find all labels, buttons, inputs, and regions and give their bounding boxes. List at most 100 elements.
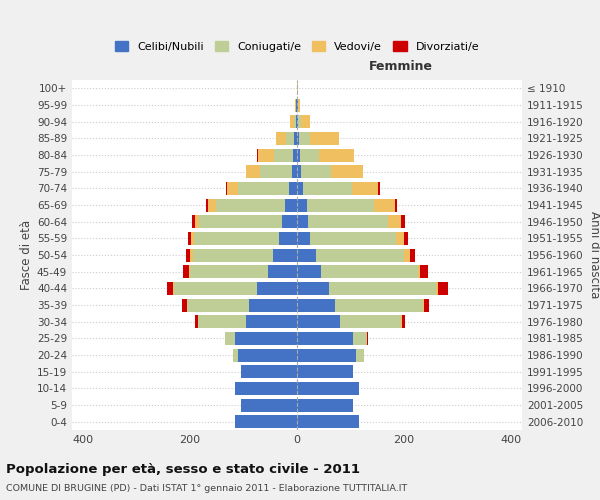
Bar [257, 282, 297, 295]
Bar [195, 315, 198, 328]
Bar [233, 348, 238, 362]
Bar [215, 198, 285, 211]
Bar [241, 398, 297, 411]
Text: Femmine: Femmine [368, 60, 433, 73]
Bar [190, 248, 193, 262]
Bar [246, 165, 260, 178]
Bar [295, 115, 296, 128]
Bar [295, 132, 297, 145]
Bar [235, 382, 297, 395]
Bar [297, 298, 335, 312]
Bar [295, 98, 296, 112]
Bar [188, 232, 191, 245]
Bar [418, 265, 420, 278]
Bar [297, 132, 299, 145]
Bar [367, 332, 368, 345]
Bar [308, 215, 388, 228]
Bar [187, 298, 249, 312]
Bar [404, 248, 409, 262]
Bar [297, 415, 359, 428]
Bar [331, 165, 363, 178]
Bar [297, 332, 353, 345]
Bar [235, 415, 297, 428]
Bar [335, 298, 423, 312]
Bar [299, 132, 310, 145]
Bar [298, 98, 299, 112]
Y-axis label: Anni di nascita: Anni di nascita [588, 212, 600, 298]
Bar [226, 182, 227, 195]
Bar [238, 348, 297, 362]
Bar [300, 148, 319, 162]
Bar [395, 198, 397, 211]
Bar [356, 348, 364, 362]
Bar [184, 265, 189, 278]
Bar [286, 132, 295, 145]
Bar [297, 115, 298, 128]
Bar [199, 215, 282, 228]
Bar [190, 265, 268, 278]
Bar [301, 115, 310, 128]
Bar [319, 148, 354, 162]
Bar [402, 315, 404, 328]
Bar [297, 282, 329, 295]
Bar [174, 282, 257, 295]
Bar [235, 332, 297, 345]
Bar [206, 198, 208, 211]
Bar [310, 232, 396, 245]
Bar [409, 248, 415, 262]
Bar [404, 232, 409, 245]
Bar [297, 398, 353, 411]
Bar [208, 198, 215, 211]
Legend: Celibi/Nubili, Coniugati/e, Vedovi/e, Divorziati/e: Celibi/Nubili, Coniugati/e, Vedovi/e, Di… [110, 36, 484, 56]
Bar [297, 148, 300, 162]
Text: COMUNE DI BRUGINE (PD) - Dati ISTAT 1° gennaio 2011 - Elaborazione TUTTITALIA.IT: COMUNE DI BRUGINE (PD) - Dati ISTAT 1° g… [6, 484, 407, 493]
Bar [297, 232, 310, 245]
Bar [285, 198, 297, 211]
Bar [420, 265, 428, 278]
Bar [194, 232, 280, 245]
Bar [268, 265, 297, 278]
Bar [321, 265, 418, 278]
Bar [167, 282, 173, 295]
Bar [310, 132, 340, 145]
Bar [388, 215, 401, 228]
Bar [401, 215, 404, 228]
Bar [297, 215, 308, 228]
Bar [282, 215, 297, 228]
Bar [274, 148, 293, 162]
Bar [297, 182, 304, 195]
Bar [246, 315, 297, 328]
Bar [290, 115, 295, 128]
Bar [297, 365, 353, 378]
Bar [396, 232, 404, 245]
Bar [198, 315, 246, 328]
Bar [304, 182, 352, 195]
Bar [224, 332, 235, 345]
Bar [379, 182, 380, 195]
Bar [293, 148, 297, 162]
Bar [258, 148, 274, 162]
Bar [353, 332, 367, 345]
Bar [307, 198, 374, 211]
Bar [192, 215, 194, 228]
Bar [297, 165, 301, 178]
Bar [249, 298, 297, 312]
Bar [297, 348, 356, 362]
Bar [194, 215, 199, 228]
Y-axis label: Fasce di età: Fasce di età [20, 220, 33, 290]
Bar [227, 182, 238, 195]
Bar [301, 165, 331, 178]
Bar [273, 248, 297, 262]
Bar [289, 182, 297, 195]
Bar [189, 265, 190, 278]
Bar [241, 365, 297, 378]
Bar [191, 232, 194, 245]
Bar [297, 248, 316, 262]
Bar [193, 248, 273, 262]
Text: Popolazione per età, sesso e stato civile - 2011: Popolazione per età, sesso e stato civil… [6, 462, 360, 475]
Bar [316, 248, 404, 262]
Bar [297, 315, 340, 328]
Bar [182, 298, 187, 312]
Bar [298, 115, 301, 128]
Bar [424, 298, 430, 312]
